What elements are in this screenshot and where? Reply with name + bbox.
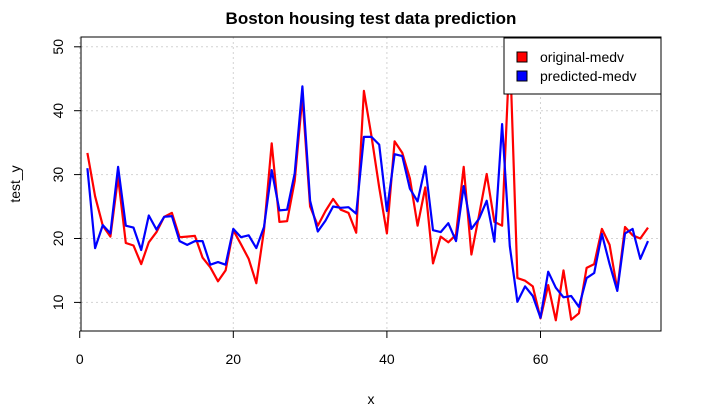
x-tick-label: 60	[533, 351, 549, 367]
y-tick-label: 10	[50, 294, 66, 310]
series-line-original-medv	[86, 45, 649, 322]
x-tick-label: 20	[226, 351, 242, 367]
chart-title: Boston housing test data prediction	[226, 9, 517, 28]
legend-swatch-predicted	[516, 70, 528, 82]
y-tick-label: 40	[50, 103, 66, 119]
legend: original-medv predicted-medv	[503, 37, 662, 95]
grid	[79, 37, 661, 331]
legend-label-predicted: predicted-medv	[540, 68, 637, 84]
x-tick-label: 40	[379, 351, 395, 367]
legend-swatch-original	[516, 51, 528, 63]
legend-box	[503, 37, 662, 95]
legend-label-original: original-medv	[540, 49, 624, 65]
y-tick-label: 50	[50, 39, 66, 55]
series-line-predicted-medv	[86, 85, 650, 319]
x-axis-title: x	[368, 391, 375, 407]
series-layer	[86, 45, 650, 322]
y-axis-title: test_y	[7, 165, 23, 202]
x-tick-label: 0	[76, 351, 84, 367]
y-tick-label: 30	[50, 167, 66, 183]
y-tick-label: 20	[50, 231, 66, 247]
y-axis: 10 20 30 40 50	[50, 39, 82, 310]
x-axis: 0 20 40 60	[76, 330, 549, 367]
